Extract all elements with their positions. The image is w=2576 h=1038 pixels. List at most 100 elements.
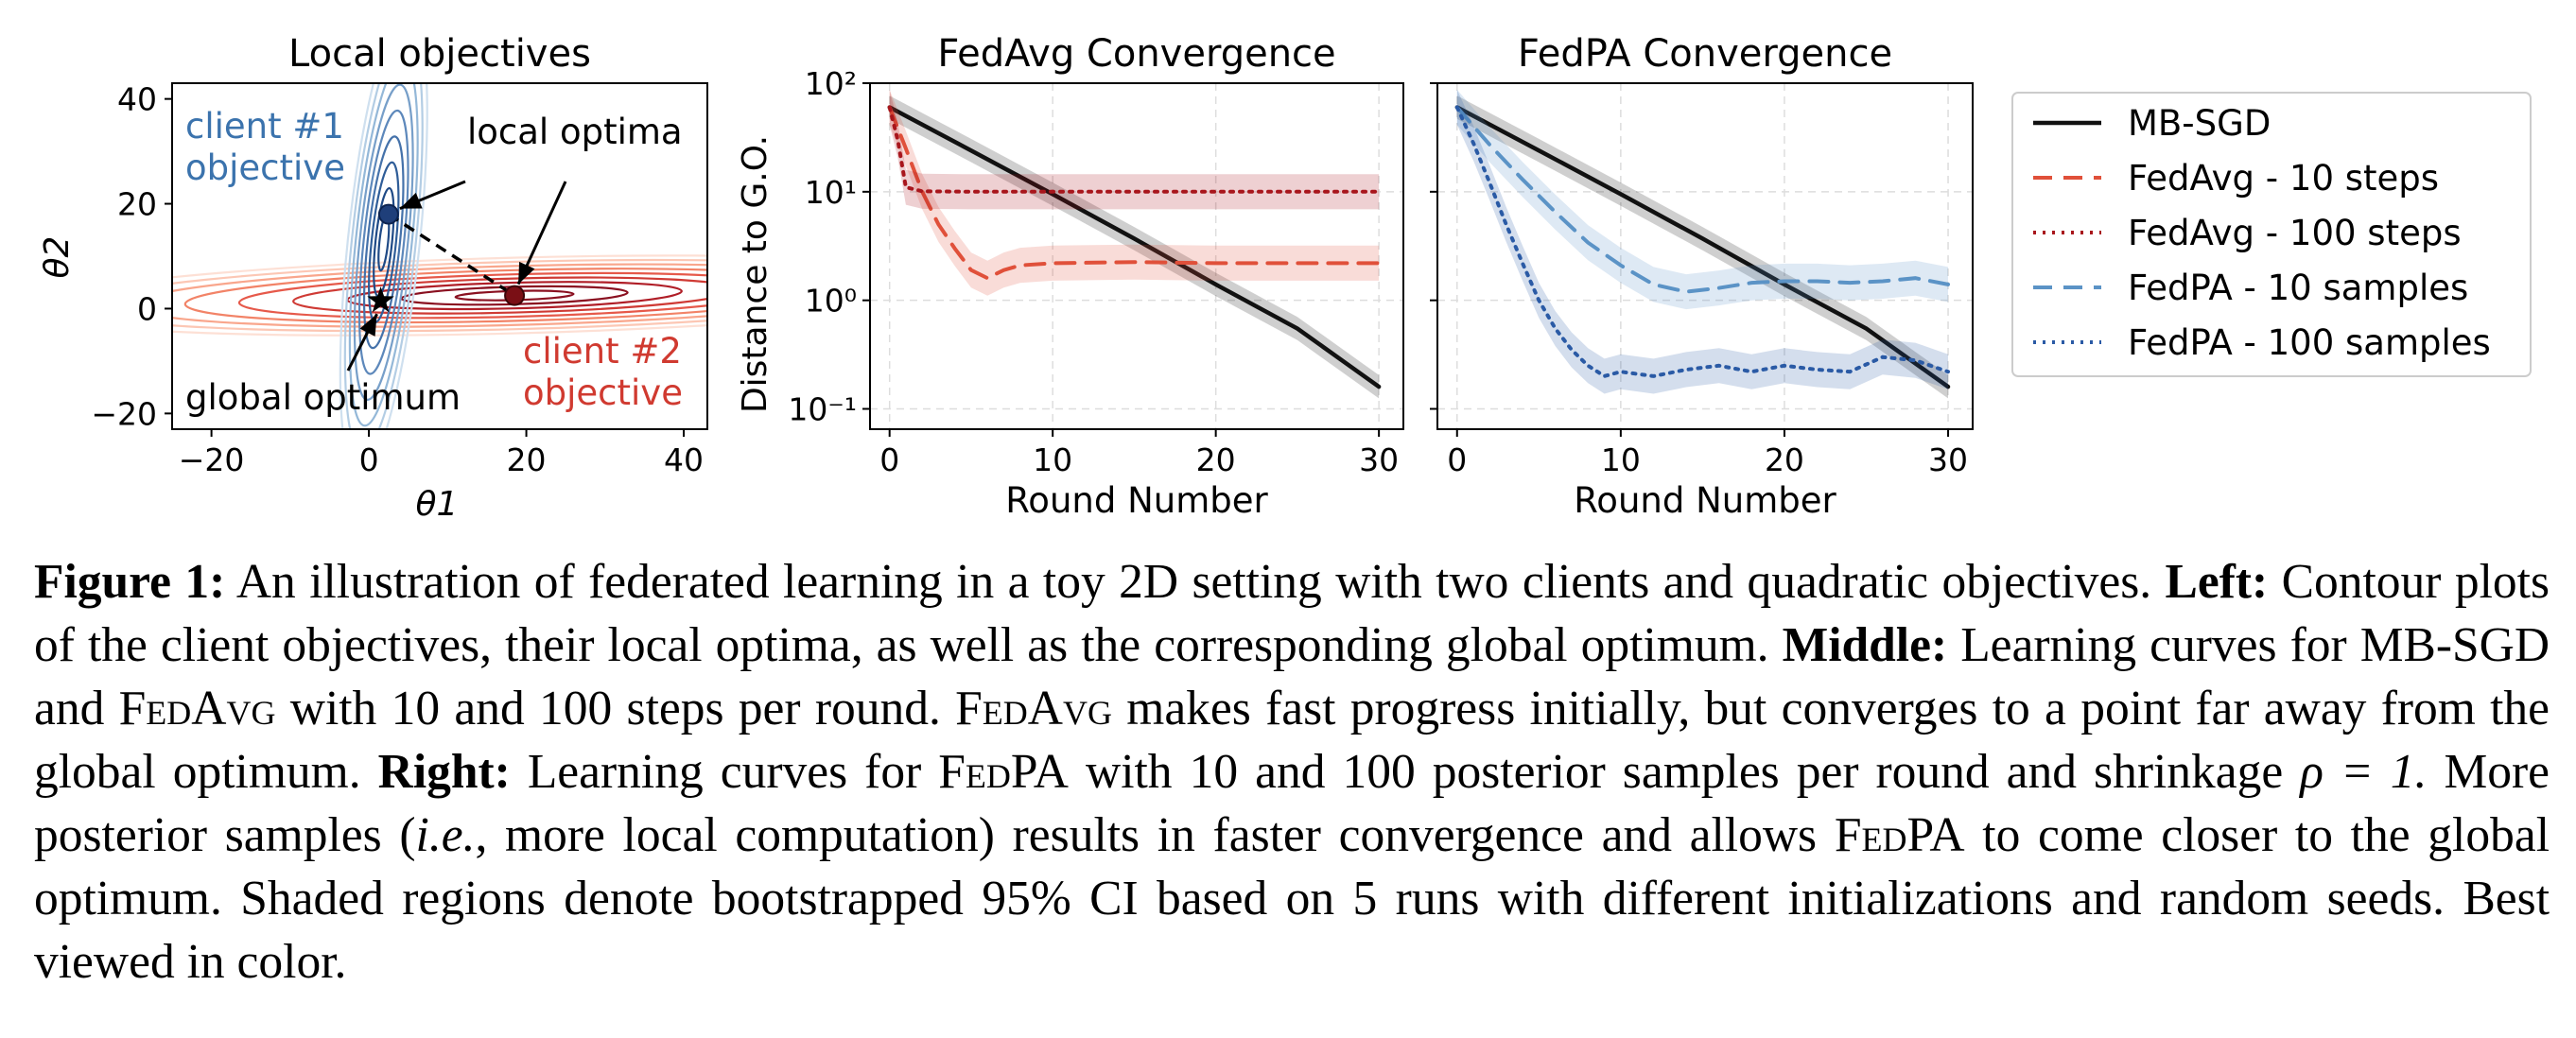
series-line-mb-sgd xyxy=(887,105,1382,389)
series-line-mb-sgd xyxy=(1454,105,1951,389)
caption-text: with 10 and 100 posterior samples per ro… xyxy=(1086,745,2284,799)
caption-text: Learning curves for MB-SGD and xyxy=(34,618,2550,735)
y-tick-label: 10⁰ xyxy=(805,283,857,320)
y-axis-label: Distance to G.O. xyxy=(736,135,775,413)
y-axis-label: θ2 xyxy=(38,236,77,279)
legend-label: FedPA - 10 samples xyxy=(2128,268,2468,308)
panel-fedpa-convergence: FedPA Convergence 0 10 20 30 Round Number xyxy=(1430,32,1974,521)
series-line-fedpa-100-samples xyxy=(1454,105,1950,379)
legend-label: MB-SGD xyxy=(2128,103,2271,144)
figure-1: Local objectives client #1 objectiveclien… xyxy=(38,32,2532,524)
panel-title: Local objectives xyxy=(288,32,591,76)
legend: MB-SGD FedAvg - 10 steps FedAvg - 100 step… xyxy=(2011,92,2532,377)
caption-ie: i.e. xyxy=(415,808,476,862)
client1-label: client #1 objective xyxy=(185,106,345,188)
x-tick-label: 0 xyxy=(1447,441,1467,478)
x-tick-label: 0 xyxy=(879,441,899,478)
plot-frame xyxy=(1436,82,1974,430)
legend-label: FedAvg - 10 steps xyxy=(2128,158,2439,199)
client2-label-line: objective xyxy=(523,372,683,413)
x-tick-label: 30 xyxy=(1928,441,1968,478)
client1-contour xyxy=(339,83,428,429)
axis-ticks: 0 10 20 30 xyxy=(1430,82,1968,478)
arrow-to-client2-optimum-head xyxy=(518,261,535,285)
arrow-to-global-optimum-head xyxy=(359,314,377,337)
y-tick-label: 20 xyxy=(117,186,157,223)
plot-frame xyxy=(869,82,1404,430)
contour-plot xyxy=(172,83,707,429)
client1-contour xyxy=(353,83,414,401)
caption-right-label: Right: xyxy=(377,745,511,799)
caption-text: with 10 and 100 steps per round. xyxy=(289,682,941,735)
global-optimum-label: global optimum xyxy=(185,377,461,418)
series-ci-band xyxy=(1456,89,1948,394)
legend-label: FedPA - 100 samples xyxy=(2128,322,2491,363)
series-line-fedpa-10-samples xyxy=(1454,105,1950,294)
caption-fedpa: FedPA xyxy=(938,745,1069,799)
y-tick-label: 10² xyxy=(805,65,857,102)
series-ci-band xyxy=(889,89,1380,210)
client2-contour xyxy=(237,271,707,320)
x-tick-label: 20 xyxy=(1196,441,1236,478)
axis-ticks: −20 0 20 40 40 20 0 −20 xyxy=(91,81,704,478)
client1-contour xyxy=(343,83,424,429)
caption-text: Learning curves for xyxy=(527,745,922,799)
series-ci-band xyxy=(889,89,1380,296)
client2-contour xyxy=(292,276,707,315)
client1-contour xyxy=(362,135,405,350)
client1-optimum-point xyxy=(377,203,399,225)
caption-text: , more local computation) results in fas… xyxy=(475,808,1818,862)
y-tick-label: 10¹ xyxy=(805,174,857,211)
x-axis-label: Round Number xyxy=(1574,480,1836,521)
caption-fedpa: FedPA xyxy=(1834,808,1965,862)
caption-fedavg: FedAvg xyxy=(955,682,1112,735)
client2-contour xyxy=(172,263,707,328)
y-tick-label: 10⁻¹ xyxy=(788,391,857,428)
legend-frame xyxy=(2011,92,2532,377)
global-optimum-star xyxy=(367,286,394,313)
figure-caption: Figure 1: An illustration of federated l… xyxy=(34,550,2550,994)
client2-label: client #2 objective xyxy=(523,331,683,413)
x-tick-label: 40 xyxy=(664,441,704,478)
y-tick-label: 40 xyxy=(117,81,157,118)
local-optima-label: local optima xyxy=(467,112,683,152)
client1-contour xyxy=(348,83,419,427)
series-ci-band xyxy=(1456,89,1948,310)
caption-middle-label: Middle: xyxy=(1782,618,1948,672)
caption-text: makes fast progress initially, but conve… xyxy=(34,682,2550,799)
x-axis-label: Round Number xyxy=(1005,480,1268,521)
x-axis-label: θ1 xyxy=(416,485,459,524)
x-tick-label: 10 xyxy=(1033,441,1072,478)
x-tick-label: 20 xyxy=(507,441,547,478)
panel-title: FedPA Convergence xyxy=(1518,32,1892,76)
axis-ticks: 0 10 20 30 10² 10¹ 10⁰ 10⁻¹ xyxy=(788,65,1399,478)
caption-fedavg: FedAvg xyxy=(118,682,276,735)
y-tick-label: −20 xyxy=(91,395,157,432)
panel-local-objectives: Local objectives client #1 objectiveclien… xyxy=(38,32,708,524)
arrow-to-client1-optimum-head xyxy=(399,192,423,209)
x-tick-label: 10 xyxy=(1601,441,1641,478)
chart-series xyxy=(887,89,1382,399)
client1-label-line: objective xyxy=(185,147,345,188)
client2-contour xyxy=(172,258,707,333)
client2-label-line: client #2 xyxy=(523,331,682,372)
series-line-fedavg-100-steps xyxy=(887,105,1382,194)
client1-contour xyxy=(357,109,409,375)
client2-optimum-point xyxy=(504,285,526,306)
panel-title: FedAvg Convergence xyxy=(937,32,1335,76)
x-tick-label: 30 xyxy=(1359,441,1399,478)
x-tick-label: 0 xyxy=(359,441,379,478)
series-line-fedavg-10-steps xyxy=(887,105,1382,281)
caption-rho: ρ = 1. xyxy=(2300,745,2428,799)
caption-text: An illustration of federated learning in… xyxy=(235,555,2152,609)
caption-left-label: Left: xyxy=(2165,555,2269,609)
client2-contour xyxy=(183,268,707,323)
chart-series xyxy=(1454,89,1951,399)
caption-text: More posterior samples ( xyxy=(34,745,2550,862)
client1-label-line: client #1 xyxy=(185,106,344,147)
panel-fedavg-convergence: FedAvg Convergence 0 10 20 3010²10¹10⁰10⁻¹ … xyxy=(736,32,1404,521)
x-tick-label: −20 xyxy=(179,441,245,478)
optima-connector xyxy=(387,213,516,298)
client2-contour xyxy=(172,254,707,337)
